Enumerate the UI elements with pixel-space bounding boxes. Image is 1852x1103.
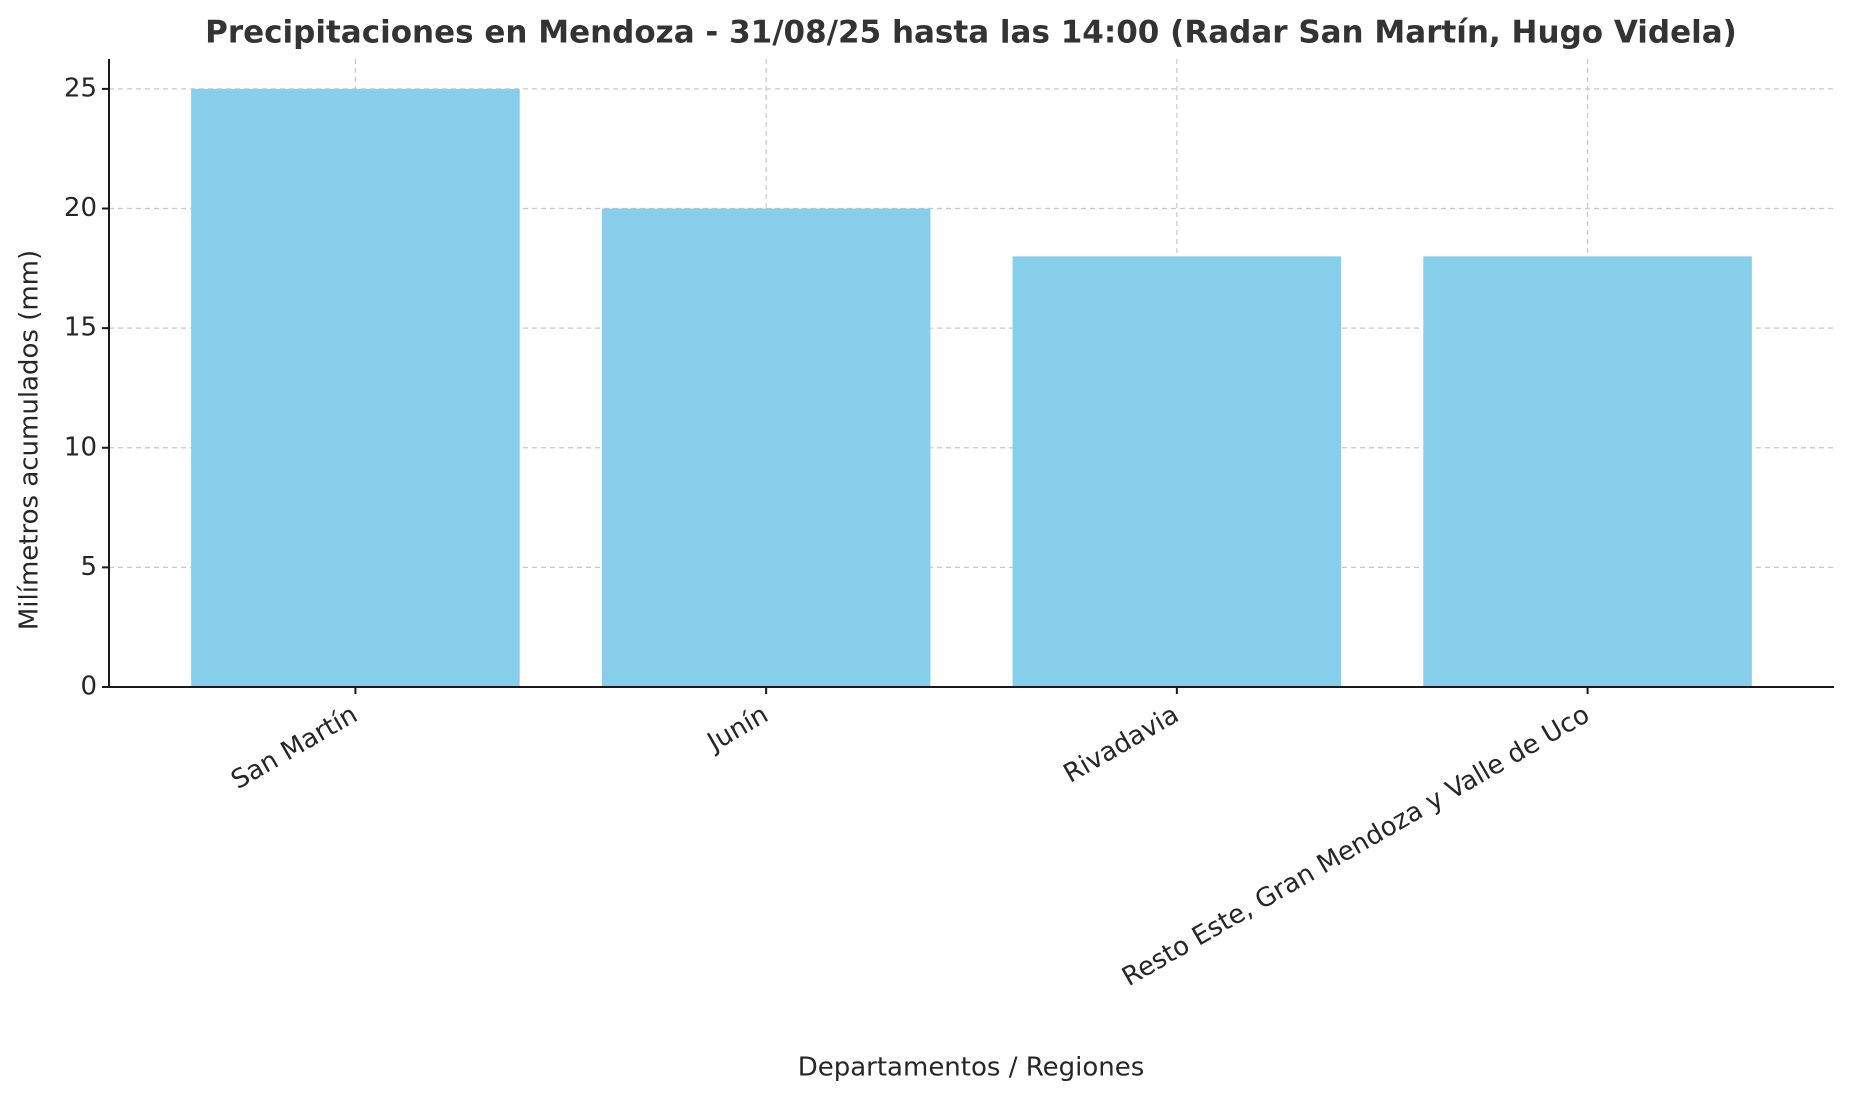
y-axis-label: Milímetros acumulados (mm) bbox=[15, 250, 45, 630]
y-tick-label: 5 bbox=[80, 552, 97, 582]
x-axis-label: Departamentos / Regiones bbox=[798, 1053, 1145, 1083]
bar bbox=[1012, 256, 1342, 687]
y-tick-label: 20 bbox=[64, 193, 97, 223]
chart-title: Precipitaciones en Mendoza - 31/08/25 ha… bbox=[205, 15, 1737, 51]
x-tick-label: Rivadavia bbox=[1059, 700, 1184, 790]
y-tick-label: 10 bbox=[64, 432, 97, 462]
bar bbox=[1423, 256, 1752, 687]
bar bbox=[601, 208, 931, 687]
x-tick-label: Resto Este, Gran Mendoza y Valle de Uco bbox=[1117, 700, 1595, 993]
y-tick-label: 0 bbox=[80, 672, 97, 702]
bar bbox=[191, 88, 520, 687]
y-tick-label: 15 bbox=[64, 313, 97, 343]
y-tick-label: 25 bbox=[64, 73, 97, 103]
x-tick-label: Junín bbox=[701, 700, 773, 759]
x-tick-label: San Martín bbox=[226, 700, 362, 796]
